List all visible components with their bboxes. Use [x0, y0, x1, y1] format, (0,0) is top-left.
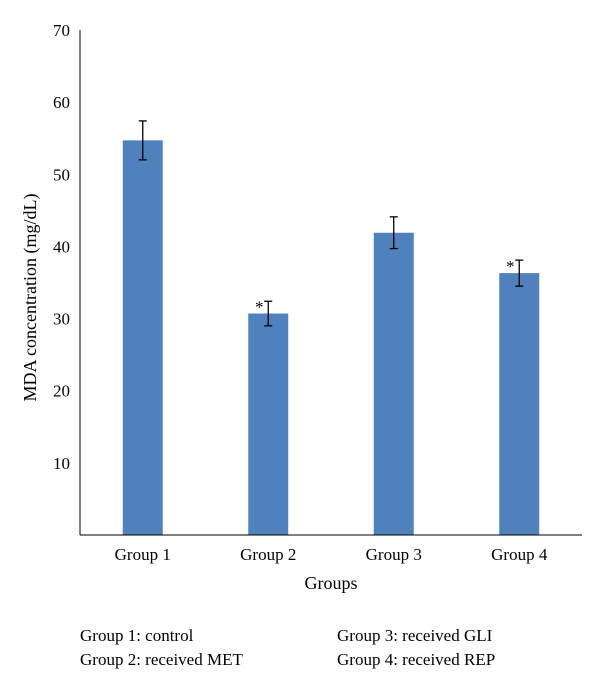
- y-tick-label: 60: [53, 93, 70, 112]
- legend-entry-group-3: Group 3: received GLI: [337, 626, 493, 645]
- bar: [248, 313, 289, 535]
- legend-entry-group-2: Group 2: received MET: [80, 650, 243, 669]
- y-tick-label: 40: [53, 237, 70, 256]
- x-axis-label: Groups: [305, 573, 358, 593]
- legend-entry-group-4: Group 4: received REP: [337, 650, 496, 669]
- legend-entry-group-1: Group 1: control: [80, 626, 194, 645]
- error-bar: [138, 120, 147, 161]
- y-tick-label: 10: [53, 454, 70, 473]
- bar: [499, 273, 540, 535]
- x-tick-label: Group 1: [115, 545, 171, 564]
- x-axis-tick-labels: Group 1 Group 2 Group 3 Group 4: [115, 545, 548, 564]
- significance-asterisk: *: [506, 257, 515, 276]
- x-tick-label: Group 3: [366, 545, 422, 564]
- y-tick-label: 70: [53, 21, 70, 40]
- x-tick-label: Group 4: [491, 545, 548, 564]
- y-axis-ticks: 10 20 30 40 50 60 70: [53, 21, 70, 473]
- x-tick-label: Group 2: [240, 545, 296, 564]
- error-bar: [264, 300, 273, 327]
- error-bars: [138, 120, 524, 327]
- bar: [122, 140, 163, 535]
- legend-right: Group 3: received GLI Group 4: received …: [337, 624, 495, 672]
- bar: [373, 232, 414, 535]
- y-tick-label: 50: [53, 165, 70, 184]
- legend-left: Group 1: control Group 2: received MET: [80, 624, 243, 672]
- error-bar: [515, 259, 524, 287]
- y-tick-label: 30: [53, 310, 70, 329]
- y-tick-label: 20: [53, 382, 70, 401]
- significance-asterisk: *: [255, 298, 264, 317]
- error-bar: [389, 216, 398, 250]
- bars: [122, 140, 540, 535]
- y-axis-label: MDA concentration (mg/dL): [20, 194, 41, 402]
- significance-marks: **: [255, 257, 515, 316]
